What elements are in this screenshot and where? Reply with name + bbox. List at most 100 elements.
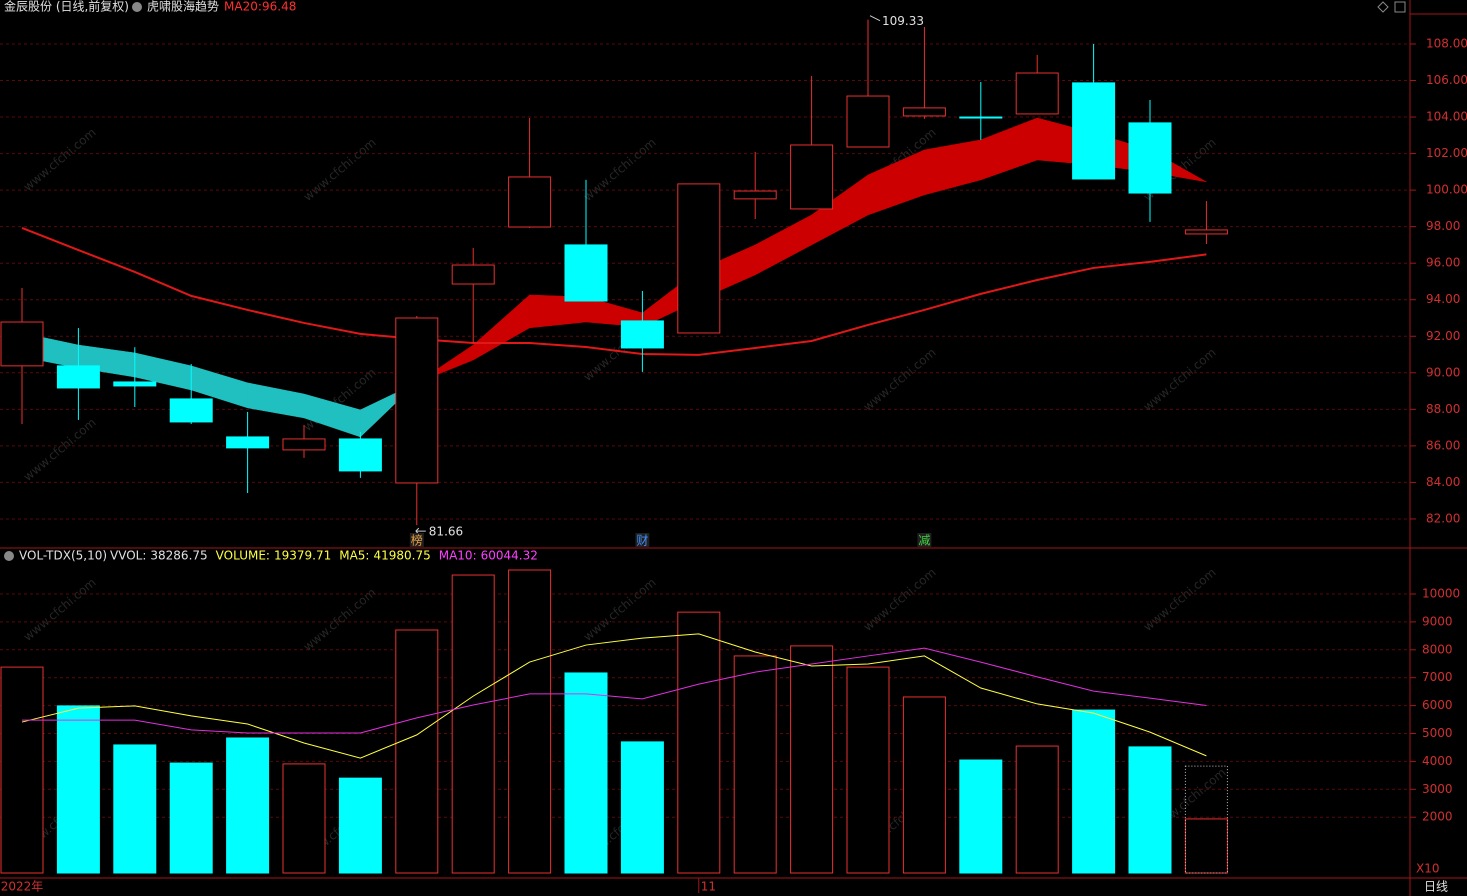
ma20-label: MA20: — [224, 0, 262, 14]
candle-body — [113, 381, 157, 387]
y-tick-label: 104.00 — [1426, 110, 1467, 124]
marker-box — [917, 533, 932, 547]
legend-label: MA10: — [439, 549, 477, 563]
low-label: 81.66 — [429, 525, 463, 539]
candle-body — [338, 438, 382, 472]
volume-bar — [1184, 818, 1228, 874]
y-tick-label: 108.00 — [1426, 36, 1467, 50]
candle-body — [790, 144, 834, 210]
y-tick-label: 90.00 — [1426, 365, 1460, 379]
candle-body — [620, 320, 664, 349]
indicator-icon[interactable] — [132, 2, 142, 12]
y-tick-label: 7000 — [1422, 670, 1453, 684]
candle-body — [902, 107, 946, 117]
high-arrow — [869, 15, 881, 22]
volume-bar — [959, 759, 1003, 874]
volume-bar — [508, 569, 552, 874]
indicator-icon[interactable] — [4, 551, 14, 561]
y-tick-label: 2000 — [1422, 810, 1453, 824]
volume-bar — [1128, 746, 1172, 874]
toolbar-icon[interactable] — [1394, 1, 1406, 13]
volume-bar — [902, 696, 946, 874]
volume-bar — [564, 672, 608, 874]
high-label: 109.33 — [882, 14, 924, 28]
volume-bar — [226, 737, 270, 874]
y-tick-label: 86.00 — [1426, 438, 1460, 452]
candle-body — [1184, 229, 1228, 235]
marker-box — [635, 533, 650, 547]
marker-box — [409, 533, 424, 547]
volume-bar — [733, 655, 777, 874]
y-tick-label: 3000 — [1422, 782, 1453, 796]
volume-bar — [0, 666, 44, 874]
candle-body — [226, 436, 270, 449]
y-tick-label: 9000 — [1422, 614, 1453, 628]
y-tick-label: 96.00 — [1426, 256, 1460, 270]
volume-bar — [282, 763, 326, 874]
candle-body — [733, 190, 777, 200]
y-tick-label: 5000 — [1422, 726, 1453, 740]
chart-title: 金辰股份 (日线,前复权) — [4, 0, 129, 14]
period-label: 日线 — [1424, 880, 1448, 894]
volume-bar — [169, 762, 213, 874]
y-tick-label: 98.00 — [1426, 219, 1460, 233]
volume-bar — [790, 645, 834, 874]
volume-bar — [677, 611, 721, 874]
y-tick-label: 6000 — [1422, 698, 1453, 712]
marker: 减 — [918, 534, 930, 548]
y-tick-label: 88.00 — [1426, 402, 1460, 416]
y-tick-label: 8000 — [1422, 642, 1453, 656]
y-tick-label: 4000 — [1422, 754, 1453, 768]
candle-body — [0, 321, 44, 367]
volume-bar — [113, 744, 157, 874]
candle-body — [1128, 122, 1172, 194]
candle-body — [508, 176, 552, 228]
indicator-name: 虎啸股海趋势 — [147, 0, 219, 14]
candle-body — [1072, 82, 1116, 180]
legend-value: 60044.32 — [481, 549, 538, 563]
volume-bar — [620, 741, 664, 874]
legend-value: 19379.71 — [274, 549, 331, 563]
candle-body — [169, 398, 213, 423]
legend-value: 38286.75 — [150, 549, 207, 563]
legend-label: VVOL: — [110, 549, 146, 563]
toolbar-icon[interactable] — [1377, 1, 1389, 13]
legend-label: VOLUME: — [216, 549, 270, 563]
volume-unit: X10 — [1416, 862, 1440, 876]
legend-value: 41980.75 — [373, 549, 430, 563]
candle-body — [846, 95, 890, 148]
candle-body — [451, 264, 495, 285]
vvol-bar — [1184, 765, 1228, 874]
ma5-line — [21, 633, 1207, 759]
x-tick-label: 2022年 — [1, 880, 44, 894]
candle-body — [959, 116, 1003, 119]
y-tick-label: 106.00 — [1426, 73, 1467, 87]
y-tick-label: 82.00 — [1426, 511, 1460, 525]
x-tick-label: 11 — [701, 880, 716, 894]
volume-bar — [1072, 709, 1116, 874]
y-tick-label: 10000 — [1422, 587, 1460, 601]
y-tick-label: 84.00 — [1426, 475, 1460, 489]
y-tick-label: 94.00 — [1426, 292, 1460, 306]
y-tick-label: 92.00 — [1426, 329, 1460, 343]
candle-body — [564, 244, 608, 302]
y-tick-label: 100.00 — [1426, 183, 1467, 197]
ma10-line — [22, 647, 1207, 734]
candle-body — [677, 183, 721, 334]
y-tick-label: 102.00 — [1426, 146, 1467, 160]
ma20-value: 96.48 — [262, 0, 296, 14]
marker: 榜 — [411, 533, 423, 548]
candle-body — [56, 365, 100, 389]
volume-title: VOL-TDX(5,10) — [19, 549, 107, 563]
volume-bar — [451, 574, 495, 874]
volume-bar — [1015, 745, 1059, 874]
candle-body — [1015, 72, 1059, 115]
candle-body — [395, 317, 439, 484]
volume-bar — [56, 705, 100, 874]
volume-bar — [338, 777, 382, 874]
ma20-line — [21, 226, 1207, 356]
marker: 财 — [636, 534, 648, 548]
volume-bar — [395, 629, 439, 874]
candle-body — [282, 438, 326, 451]
